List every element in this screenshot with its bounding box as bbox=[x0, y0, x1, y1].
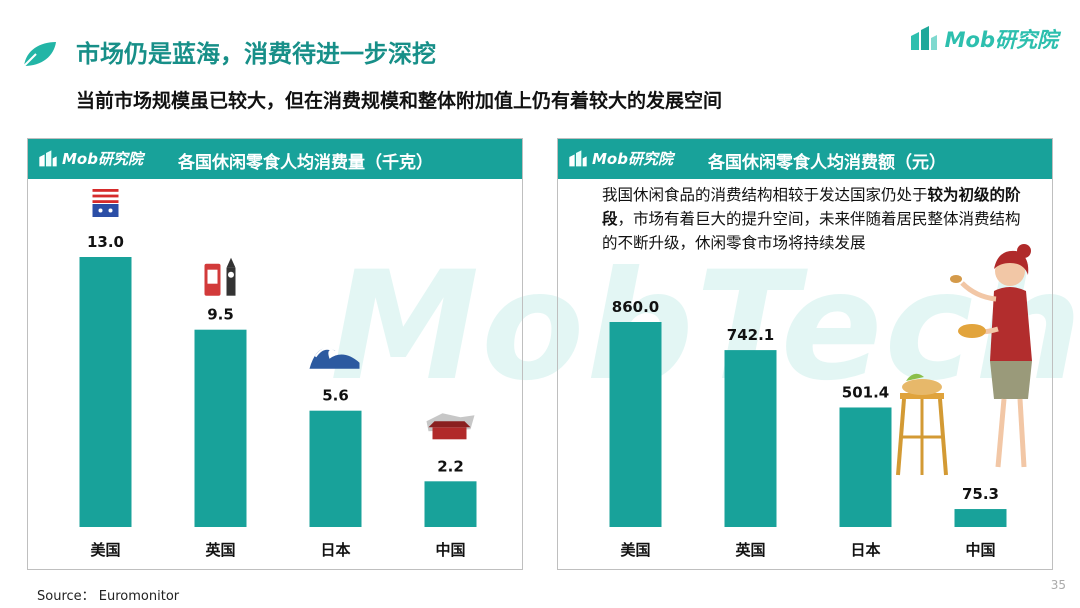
value-label: 9.5 bbox=[207, 306, 234, 324]
source-note: Source： Euromonitor bbox=[37, 589, 180, 604]
bar-英国 bbox=[724, 350, 777, 527]
bar-英国 bbox=[194, 329, 247, 527]
value-label: 2.2 bbox=[437, 457, 464, 475]
us-flag-icon bbox=[92, 189, 119, 217]
building-icon bbox=[39, 149, 57, 166]
note-text-continued: ，市场有着巨大的提升空间，未来伴随着居民整体消费结构的不断升级，休闲零食市场将持… bbox=[602, 210, 1021, 253]
bar-日本 bbox=[309, 410, 362, 527]
category-label: 英国 bbox=[735, 541, 765, 559]
category-label: 中国 bbox=[965, 541, 995, 559]
bar-日本 bbox=[839, 407, 892, 527]
page-subtitle: 当前市场规模虽已较大，但在消费规模和整体附加值上仍有着较大的发展空间 bbox=[76, 90, 723, 112]
panel-header: Mob研究院 各国休闲零食人均消费额（元） bbox=[558, 139, 1052, 179]
page-title: 市场仍是蓝海，消费待进一步深挖 bbox=[76, 40, 436, 68]
note-emphasis: 较为初级的阶段 bbox=[602, 186, 1021, 229]
spend-bar-chart: 860.0 美国 742.1 英国 501.4 日本 75.3 中国 bbox=[609, 244, 1032, 559]
value-label: 501.4 bbox=[842, 383, 889, 401]
accent-leaf-icon bbox=[23, 42, 56, 67]
category-label: 中国 bbox=[435, 541, 465, 559]
value-label: 742.1 bbox=[727, 326, 774, 344]
page-number: 35 bbox=[1050, 578, 1066, 592]
building-icon bbox=[910, 26, 937, 50]
london-landmark-icon bbox=[204, 257, 236, 296]
snack-woman-illustration bbox=[896, 244, 1032, 476]
consumption-spend-panel: Mob研究院 各国休闲零食人均消费额（元） 860.0 美国 742.1 英国 501.… bbox=[557, 138, 1053, 570]
value-label: 5.6 bbox=[322, 387, 349, 405]
value-label: 13.0 bbox=[87, 233, 124, 251]
panel-logo: Mob研究院 bbox=[568, 148, 673, 169]
panel-logo: Mob研究院 bbox=[38, 148, 143, 169]
panel-header: Mob研究院 各国休闲零食人均消费量（千克） bbox=[28, 139, 522, 179]
insight-note: 我国休闲食品的消费结构相较于发达国家仍处于较为初级的阶段，市场有着巨大的提升空间… bbox=[602, 183, 1022, 255]
bar-美国 bbox=[79, 257, 132, 527]
bar-中国 bbox=[424, 481, 477, 527]
panel-title: 各国休闲零食人均消费量（千克） bbox=[178, 153, 433, 173]
building-icon bbox=[569, 149, 587, 166]
brand-logo: Mob研究院 bbox=[909, 22, 1058, 56]
brand-logo-text: Mob研究院 bbox=[944, 28, 1058, 52]
china-landmark-icon bbox=[426, 413, 475, 440]
value-label: 860.0 bbox=[612, 298, 659, 316]
panel-title: 各国休闲零食人均消费额（元） bbox=[708, 153, 946, 173]
value-label: 75.3 bbox=[962, 485, 999, 503]
category-label: 美国 bbox=[90, 541, 120, 559]
category-label: 美国 bbox=[620, 541, 650, 559]
panel-logo-text: Mob研究院 bbox=[592, 150, 673, 168]
category-label: 日本 bbox=[320, 541, 350, 559]
bar-美国 bbox=[609, 322, 662, 527]
category-label: 日本 bbox=[850, 541, 880, 559]
consumption-volume-panel: Mob研究院 各国休闲零食人均消费量（千克） 13.0 美国 9.5 英国 5.6 日本 2… bbox=[27, 138, 523, 570]
bar-中国 bbox=[954, 509, 1007, 527]
wave-icon bbox=[309, 347, 360, 369]
volume-bar-chart: 13.0 美国 9.5 英国 5.6 日本 2.2 中国 bbox=[79, 189, 477, 559]
note-text: 我国休闲食品的消费结构相较于发达国家仍处于 bbox=[602, 186, 928, 204]
category-label: 英国 bbox=[205, 541, 235, 559]
panel-logo-text: Mob研究院 bbox=[62, 150, 143, 168]
